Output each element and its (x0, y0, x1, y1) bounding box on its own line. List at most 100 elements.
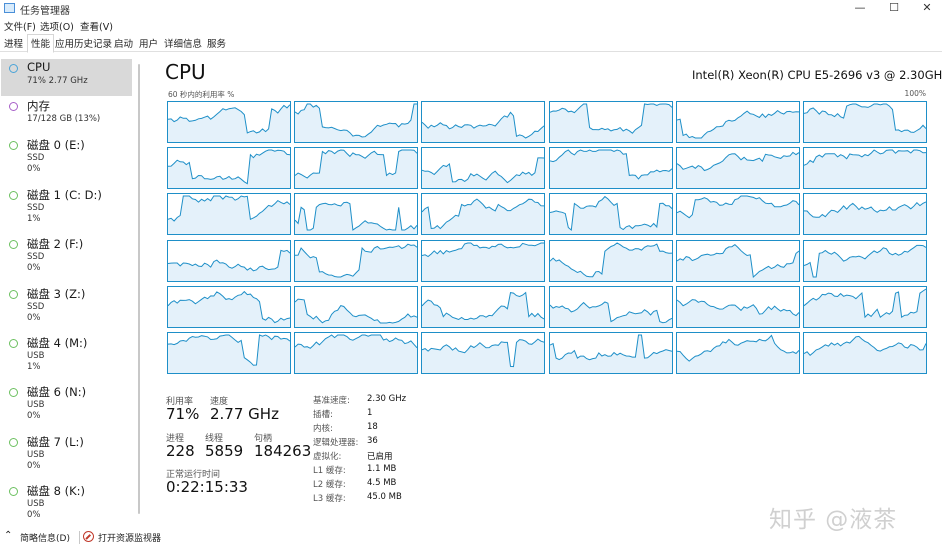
usage-line (295, 298, 418, 324)
usage-area (422, 158, 545, 189)
sidebar-item-disk-6[interactable]: 磁盘 6 (N:) USB 0% (1, 383, 132, 421)
sidebar-item-disk-7[interactable]: 磁盘 7 (L:) USB 0% (1, 433, 132, 471)
sidebar-item-type: USB (27, 499, 45, 509)
processor-usage-trace (422, 291, 545, 327)
disk-status-icon (9, 141, 18, 150)
processor-usage-trace (295, 243, 418, 281)
usage-area (676, 196, 799, 235)
processor-graph (675, 147, 800, 190)
task-manager-icon (4, 3, 15, 13)
cores-value: 18 (367, 422, 378, 432)
disk-status-icon (9, 438, 18, 447)
processor-graph (675, 239, 800, 282)
sidebar-item-disk-8[interactable]: 磁盘 8 (K:) USB 0% (1, 482, 132, 520)
disk-status-icon (9, 290, 18, 299)
logical-processors-label: 逻辑处理器: (313, 438, 359, 448)
usage-area (295, 104, 418, 142)
usage-line (676, 109, 799, 139)
processor-usage-trace (676, 298, 799, 327)
usage-area (295, 298, 418, 327)
chevron-up-icon[interactable]: ⌃ (4, 530, 13, 541)
sidebar-item-detail: 17/128 GB (13%) (27, 114, 101, 124)
sidebar-item-disk-4[interactable]: 磁盘 4 (M:) USB 1% (1, 334, 132, 372)
sidebar-item-memory[interactable]: 内存 17/128 GB (13%) (1, 97, 132, 134)
processor-usage-trace (295, 149, 418, 189)
base-speed-label: 基准速度: (313, 396, 350, 406)
processor-graph (167, 147, 291, 190)
processor-graph (167, 285, 291, 328)
sidebar-scrollbar[interactable] (138, 64, 140, 514)
usage-area (168, 196, 290, 235)
processor-usage-trace (676, 109, 799, 142)
tab-bar: 进程 性能 应用历史记录 启动 用户 详细信息 服务 (0, 34, 942, 53)
processor-usage-trace (549, 149, 672, 189)
sidebar-item-title: 磁盘 7 (L:) (27, 435, 84, 449)
usage-area (422, 112, 545, 142)
usage-area (295, 150, 418, 189)
tab-app-history[interactable]: 应用历史记录 (55, 39, 113, 50)
cores-label: 内核: (313, 424, 333, 434)
utilization-label: 利用率 (166, 397, 194, 407)
processor-usage-trace (422, 111, 545, 142)
close-button[interactable]: ✕ (922, 1, 932, 14)
usage-area (295, 335, 418, 373)
processor-usage-trace (168, 104, 290, 142)
sidebar-item-disk-3[interactable]: 磁盘 3 (Z:) SSD 0% (1, 285, 132, 323)
fewer-details-link[interactable]: 简略信息(D) (20, 534, 70, 544)
sidebar-item-disk-2[interactable]: 磁盘 2 (F:) SSD 0% (1, 235, 132, 273)
watermark: 知乎 @液茶 (769, 507, 898, 533)
sidebar-item-cpu[interactable]: CPU 71% 2.77 GHz (1, 59, 132, 96)
tab-performance[interactable]: 性能 (27, 34, 55, 53)
menu-options[interactable]: 选项(O) (40, 22, 74, 33)
tab-processes[interactable]: 进程 (4, 39, 24, 50)
processor-graph (803, 147, 927, 190)
threads-value: 5859 (205, 442, 244, 460)
sidebar-item-detail: 71% 2.77 GHz (27, 76, 88, 86)
processor-graph (421, 193, 546, 236)
threads-label: 线程 (205, 434, 224, 444)
processor-graph (167, 239, 291, 282)
usage-line (804, 288, 926, 319)
processor-graph (548, 239, 673, 282)
l3-cache-value: 45.0 MB (367, 492, 402, 502)
usage-line (168, 195, 290, 223)
speed-label: 速度 (210, 397, 229, 407)
sidebar-item-disk-0[interactable]: 磁盘 0 (E:) SSD 0% (1, 136, 132, 174)
open-resource-monitor-link[interactable]: 打开资源监视器 (98, 534, 162, 544)
menu-view[interactable]: 查看(V) (80, 22, 113, 33)
maximize-button[interactable]: ☐ (889, 1, 899, 14)
usage-line (168, 290, 290, 324)
disk-status-icon (9, 388, 18, 397)
utilization-value: 71% (166, 405, 200, 423)
usage-line (804, 149, 926, 166)
menu-file[interactable]: 文件(F) (4, 22, 36, 33)
l1-cache-label: L1 缓存: (313, 466, 346, 476)
virtualization-label: 虚拟化: (313, 452, 342, 462)
processor-usage-trace (804, 335, 926, 373)
processor-usage-trace (168, 249, 290, 281)
usage-line (676, 243, 799, 278)
processor-usage-trace (804, 201, 926, 235)
tab-startup[interactable]: 启动 (114, 39, 134, 50)
usage-area (549, 196, 672, 235)
sidebar-item-disk-1[interactable]: 磁盘 1 (C: D:) SSD 1% (1, 186, 132, 224)
usage-area (549, 335, 672, 373)
l1-cache-value: 1.1 MB (367, 464, 397, 474)
tab-services[interactable]: 服务 (207, 39, 227, 50)
minimize-button[interactable]: — (854, 1, 866, 14)
usage-line (549, 334, 672, 361)
memory-status-icon (9, 102, 18, 111)
graph-max-label: 100% (904, 89, 926, 98)
resource-sidebar: CPU 71% 2.77 GHz 内存 17/128 GB (13%) 磁盘 0… (0, 58, 148, 522)
usage-area (422, 199, 545, 235)
sidebar-item-usage: 0% (27, 510, 41, 520)
usage-line (422, 338, 545, 368)
page-title: CPU (165, 60, 206, 84)
tab-details[interactable]: 详细信息 (164, 39, 203, 50)
bottom-bar: ⌃ 简略信息(D) 打开资源监视器 (0, 527, 942, 549)
handles-label: 句柄 (254, 434, 273, 444)
usage-line (549, 149, 672, 180)
tab-users[interactable]: 用户 (139, 39, 159, 50)
processor-graph (167, 332, 291, 374)
sidebar-item-type: USB (27, 400, 45, 410)
